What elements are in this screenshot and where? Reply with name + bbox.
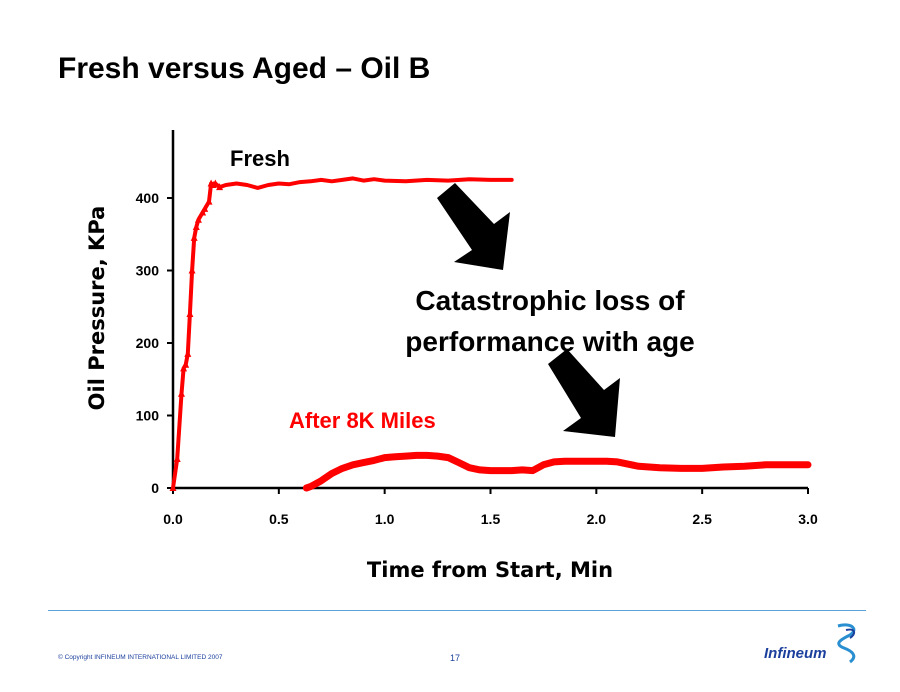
fresh-data-point: [190, 233, 198, 241]
fresh-data-point: [211, 179, 219, 187]
callout-line-2: performance with age: [405, 326, 694, 357]
down-arrow-icon: [437, 183, 510, 270]
fresh-data-point: [184, 349, 192, 357]
axis-ticks: 0.0 0.5 1.0 1.5 2.0 2.5 3.0 0 100 200 300 400: [136, 190, 818, 527]
fresh-data-point: [182, 360, 190, 368]
y-tick-label: 400: [136, 190, 160, 206]
y-tick-label: 300: [136, 263, 160, 279]
fresh-data-point: [177, 389, 185, 397]
fresh-data-point: [216, 183, 224, 191]
x-tick-label: 3.0: [798, 511, 818, 527]
page-number: 17: [450, 653, 461, 663]
y-axis-title: Oil Pressure, KPa: [85, 206, 109, 411]
aged-series-line: [302, 451, 812, 492]
fresh-data-point: [173, 455, 181, 462]
callout-line-1: Catastrophic loss of: [415, 285, 685, 316]
slide-title: Fresh versus Aged – Oil B: [58, 52, 431, 85]
fresh-data-point: [180, 364, 188, 372]
x-axis-title: Time from Start, Min: [367, 558, 613, 582]
chart-series: [169, 176, 812, 492]
infineum-logo: Infineum: [764, 623, 856, 664]
x-tick-label: 0.0: [163, 511, 183, 527]
x-tick-label: 1.5: [481, 511, 501, 527]
aged-series-label: After 8K Miles: [289, 408, 436, 433]
x-tick-label: 1.0: [375, 511, 395, 527]
y-tick-label: 100: [136, 408, 160, 424]
fresh-data-point: [201, 204, 209, 212]
fresh-series-label: Fresh: [230, 146, 290, 171]
x-tick-label: 0.5: [269, 511, 289, 527]
fresh-data-point: [199, 208, 207, 216]
logo-text: Infineum: [764, 645, 827, 662]
fresh-series-line: [171, 176, 514, 490]
y-tick-label: 0: [151, 480, 159, 496]
y-tick-label: 200: [136, 335, 160, 351]
down-arrow-icon: [548, 349, 620, 437]
copyright-notice: © Copyright INFINEUM INTERNATIONAL LIMIT…: [58, 654, 223, 661]
fresh-data-point: [194, 215, 202, 223]
logo-swirl-icon: [837, 623, 856, 664]
fresh-data-point: [186, 310, 194, 317]
footer-divider: [48, 610, 866, 611]
logo-swirl-accent-icon: [845, 628, 856, 639]
fresh-data-point: [188, 266, 196, 274]
fresh-data-point: [205, 197, 213, 205]
fresh-data-point: [192, 223, 200, 230]
x-tick-label: 2.0: [587, 511, 607, 527]
fresh-data-point: [169, 484, 177, 491]
oil-pressure-chart: 0.0 0.5 1.0 1.5 2.0 2.5 3.0 0 100 200 300 400 Time …: [85, 130, 818, 582]
x-tick-label: 2.5: [692, 511, 712, 527]
